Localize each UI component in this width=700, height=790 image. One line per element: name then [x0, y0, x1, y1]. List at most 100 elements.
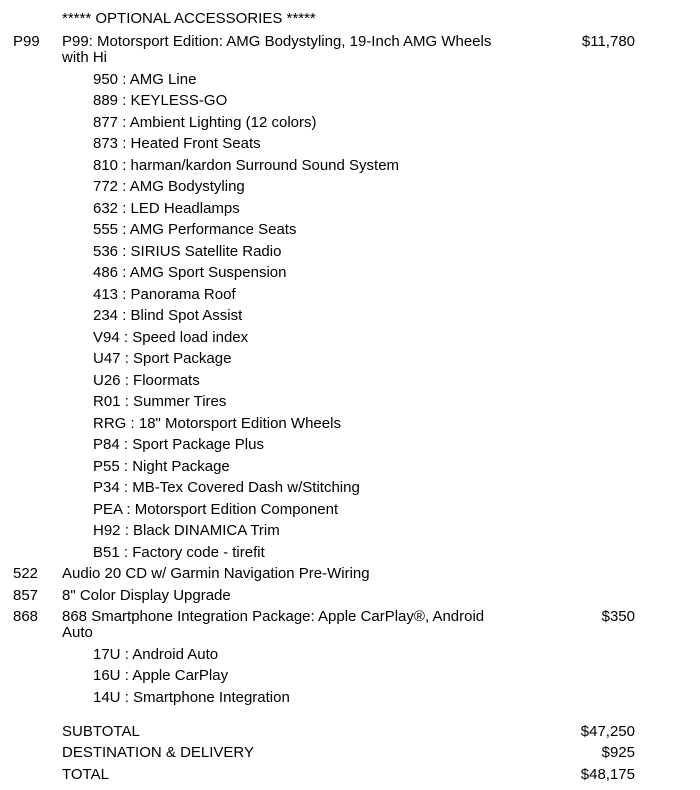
sub-item-label: AMG Sport Suspension: [129, 264, 287, 281]
accessory-sub-item-row: 889 : KEYLESS-GO: [0, 93, 700, 109]
sub-item-label: AMG Bodystyling: [129, 178, 245, 195]
totals-value: $48,175: [580, 765, 635, 783]
sub-item-label: Sport Package Plus: [132, 436, 264, 453]
accessory-item-description: Audio 20 CD w/ Garmin Navigation Pre-Wir…: [62, 565, 370, 582]
section-title: ***** OPTIONAL ACCESSORIES *****: [62, 10, 316, 27]
accessory-sub-item-row: 810 : harman/kardon Surround Sound Syste…: [0, 156, 700, 174]
sub-item-separator: :: [120, 393, 134, 410]
sub-item-separator: :: [118, 285, 131, 303]
sub-item-separator: :: [118, 221, 130, 238]
sub-item-separator: :: [120, 688, 134, 706]
sub-item-code: PEA: [93, 500, 123, 518]
sub-item-label: Speed load index: [132, 328, 249, 346]
sub-item-code: U47: [93, 350, 121, 367]
sub-item-code: R01: [93, 393, 121, 410]
accessory-sub-item-row: 950 : AMG Line: [0, 70, 700, 88]
accessory-sub-item-row: 873 : Heated Front Seats: [0, 136, 700, 152]
sub-item-label: Apple CarPlay: [132, 667, 229, 684]
sub-item-separator: :: [118, 178, 130, 195]
accessory-item-description: P99: Motorsport Edition: AMG Bodystyling…: [62, 33, 492, 66]
sub-item-separator: :: [122, 500, 135, 518]
sub-item-code: H92: [93, 522, 121, 539]
sub-item-separator: :: [126, 414, 139, 432]
items-list: P99 P99: Motorsport Edition: AMG Bodystyl…: [0, 34, 700, 706]
accessory-sub-item-row: H92 : Black DINAMICA Trim: [0, 523, 700, 539]
sub-item-separator: :: [120, 667, 133, 684]
accessory-sub-item-row: 877 : Ambient Lighting (12 colors): [0, 113, 700, 131]
sub-item-code: P55: [93, 457, 120, 475]
accessory-sub-item-row: 234 : Blind Spot Assist: [0, 308, 700, 324]
sub-item-label: Summer Tires: [133, 393, 227, 410]
sub-item-code: 486: [93, 264, 119, 281]
sub-item-code: 950: [93, 70, 119, 88]
accessory-sub-item-row: PEA : Motorsport Edition Component: [0, 500, 700, 518]
sub-item-code: 889: [93, 92, 119, 109]
totals-value: $47,250: [580, 722, 635, 740]
sub-item-code: 873: [93, 135, 119, 152]
sub-item-label: 18" Motorsport Edition Wheels: [138, 414, 341, 432]
sub-item-separator: :: [119, 543, 133, 561]
sub-item-label: Factory code - tirefit: [132, 543, 265, 561]
sub-item-separator: :: [119, 436, 133, 453]
sub-item-separator: :: [118, 264, 130, 281]
sub-item-code: 877: [93, 113, 119, 131]
sub-item-label: Blind Spot Assist: [130, 307, 243, 324]
accessory-sub-item-row: P84 : Sport Package Plus: [0, 437, 700, 453]
sub-item-separator: :: [118, 92, 131, 109]
sub-item-label: Black DINAMICA Trim: [133, 522, 280, 539]
accessory-sub-item-row: 632 : LED Headlamps: [0, 199, 700, 217]
sub-item-separator: :: [120, 371, 134, 389]
accessory-sub-item-row: B51 : Factory code - tirefit: [0, 543, 700, 561]
sub-item-label: MB-Tex Covered Dash w/Stitching: [132, 479, 360, 496]
sub-item-label: KEYLESS-GO: [130, 92, 228, 109]
sub-item-code: 632: [93, 199, 119, 217]
sub-item-label: AMG Line: [129, 70, 197, 88]
accessory-item-code: P99: [13, 33, 40, 50]
accessory-sub-item-row: P34 : MB-Tex Covered Dash w/Stitching: [0, 480, 700, 496]
sub-item-label: Heated Front Seats: [130, 135, 261, 152]
sub-item-code: 810: [93, 156, 119, 174]
sub-item-separator: :: [119, 457, 133, 475]
accessory-item-code: 868: [13, 608, 39, 625]
sub-item-separator: :: [118, 135, 131, 152]
accessory-item-row: P99 P99: Motorsport Edition: AMG Bodystyl…: [0, 34, 700, 66]
totals-label: SUBTOTAL: [62, 722, 140, 740]
sub-item-code: 413: [93, 285, 119, 303]
sub-item-code: 536: [93, 242, 119, 260]
totals-code-spacer: [0, 724, 62, 740]
sub-item-code: 14U: [93, 688, 121, 706]
sub-item-label: AMG Performance Seats: [129, 221, 297, 238]
totals-row: DESTINATION & DELIVERY $925: [0, 745, 700, 761]
accessory-sub-item-row: RRG : 18" Motorsport Edition Wheels: [0, 414, 700, 432]
accessory-item-row: 857 8" Color Display Upgrade: [0, 586, 700, 604]
sub-item-code: P84: [93, 436, 120, 453]
accessory-item-code: 522: [13, 565, 39, 582]
sub-item-code: 772: [93, 178, 119, 195]
accessory-item-description: 8" Color Display Upgrade: [62, 586, 231, 604]
accessory-item-price: [492, 566, 700, 582]
accessory-sub-item-row: 17U : Android Auto: [0, 645, 700, 663]
accessory-sub-item-row: 14U : Smartphone Integration: [0, 688, 700, 706]
accessory-sub-item-row: 772 : AMG Bodystyling: [0, 179, 700, 195]
sub-item-label: Panorama Roof: [130, 285, 236, 303]
sub-item-label: Android Auto: [132, 645, 219, 663]
totals-code-spacer: [0, 745, 62, 761]
accessory-item-row: 868 868 Smartphone Integration Package: A…: [0, 609, 700, 641]
accessory-sub-item-row: 16U : Apple CarPlay: [0, 668, 700, 684]
accessory-sub-item-row: U26 : Floormats: [0, 371, 700, 389]
accessory-item-description: 868 Smartphone Integration Package: Appl…: [62, 608, 485, 641]
accessory-sub-item-row: R01 : Summer Tires: [0, 394, 700, 410]
sub-item-label: Ambient Lighting (12 colors): [129, 113, 317, 131]
accessory-item-price: $350: [601, 608, 635, 625]
sub-item-code: B51: [93, 543, 120, 561]
sub-item-separator: :: [120, 522, 134, 539]
sub-item-label: Floormats: [133, 371, 200, 389]
sub-item-code: 17U: [93, 645, 121, 663]
section-header-row: ***** OPTIONAL ACCESSORIES *****: [0, 11, 700, 27]
sub-item-label: SIRIUS Satellite Radio: [130, 242, 282, 260]
totals-label: TOTAL: [62, 765, 109, 783]
sub-item-separator: :: [119, 479, 133, 496]
accessory-item-row: 522 Audio 20 CD w/ Garmin Navigation Pre-…: [0, 566, 700, 582]
totals-row: SUBTOTAL $47,250: [0, 722, 700, 740]
sub-item-code: V94: [93, 328, 120, 346]
